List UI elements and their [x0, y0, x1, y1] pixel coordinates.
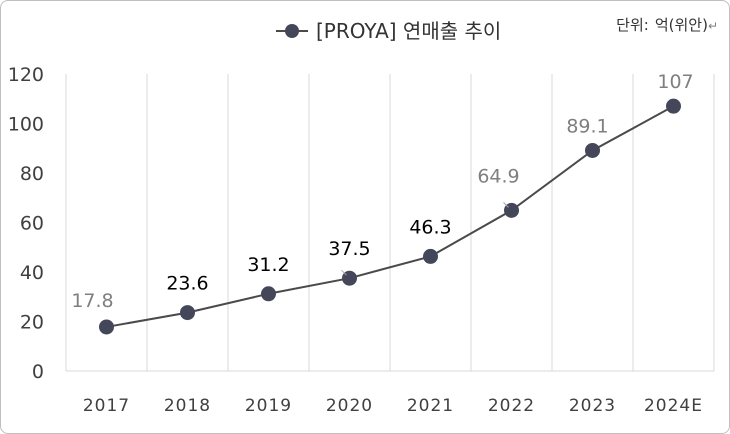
- x-tick-label: 2017: [83, 396, 130, 416]
- y-tick-label: 120: [8, 64, 44, 86]
- data-label: 23.6: [166, 273, 208, 295]
- unit-value: 억(위안): [654, 16, 708, 34]
- data-label: 37.5: [328, 238, 370, 260]
- legend: [PROYA] 연매출 추이: [276, 19, 501, 43]
- legend-label: [PROYA] 연매출 추이: [316, 19, 501, 43]
- x-tick-label: 2024E: [644, 396, 703, 416]
- x-axis: 2017 2018 2019 2020 2021 2022 2023 2024E: [83, 396, 703, 416]
- legend-marker-swatch: [285, 24, 299, 38]
- x-tick-label: 2018: [164, 396, 211, 416]
- data-label: 107: [657, 71, 693, 93]
- data-label: 46.3: [409, 216, 451, 238]
- grid-layer: [65, 74, 715, 372]
- data-label: 31.2: [247, 254, 289, 276]
- unit-note: 단위: 억(위안)↵: [616, 14, 718, 35]
- data-point: [99, 319, 114, 335]
- x-tick-label: 2021: [407, 396, 454, 416]
- data-label-leader: [503, 202, 509, 208]
- y-axis: 0 20 40 60 80 100 120: [8, 64, 44, 383]
- series-layer: [106, 105, 674, 328]
- data-label-leader: [341, 269, 347, 276]
- data-point: [180, 305, 195, 321]
- data-label: 89.1: [566, 115, 608, 137]
- data-label: 17.8: [71, 290, 113, 312]
- data-point: [423, 248, 438, 264]
- x-tick-label: 2023: [569, 396, 616, 416]
- data-labels-layer: 17.8 23.6 31.2 37.5 46.3 64.9 89.1 107: [71, 71, 693, 312]
- y-tick-label: 100: [8, 114, 44, 136]
- y-tick-label: 40: [20, 262, 44, 284]
- y-tick-label: 20: [20, 312, 44, 334]
- x-tick-label: 2022: [488, 396, 535, 416]
- x-tick-label: 2019: [245, 396, 292, 416]
- y-tick-label: 0: [32, 361, 44, 383]
- series-line: [106, 105, 674, 328]
- points-layer: [99, 98, 681, 335]
- data-point: [585, 142, 600, 158]
- y-tick-label: 80: [20, 163, 44, 185]
- data-point: [666, 98, 681, 114]
- unit-label: 단위:: [616, 16, 649, 34]
- x-tick-label: 2020: [326, 396, 373, 416]
- data-point: [261, 286, 276, 302]
- return-glyph: ↵: [707, 19, 718, 33]
- data-label: 64.9: [477, 165, 519, 187]
- y-tick-label: 60: [20, 213, 44, 235]
